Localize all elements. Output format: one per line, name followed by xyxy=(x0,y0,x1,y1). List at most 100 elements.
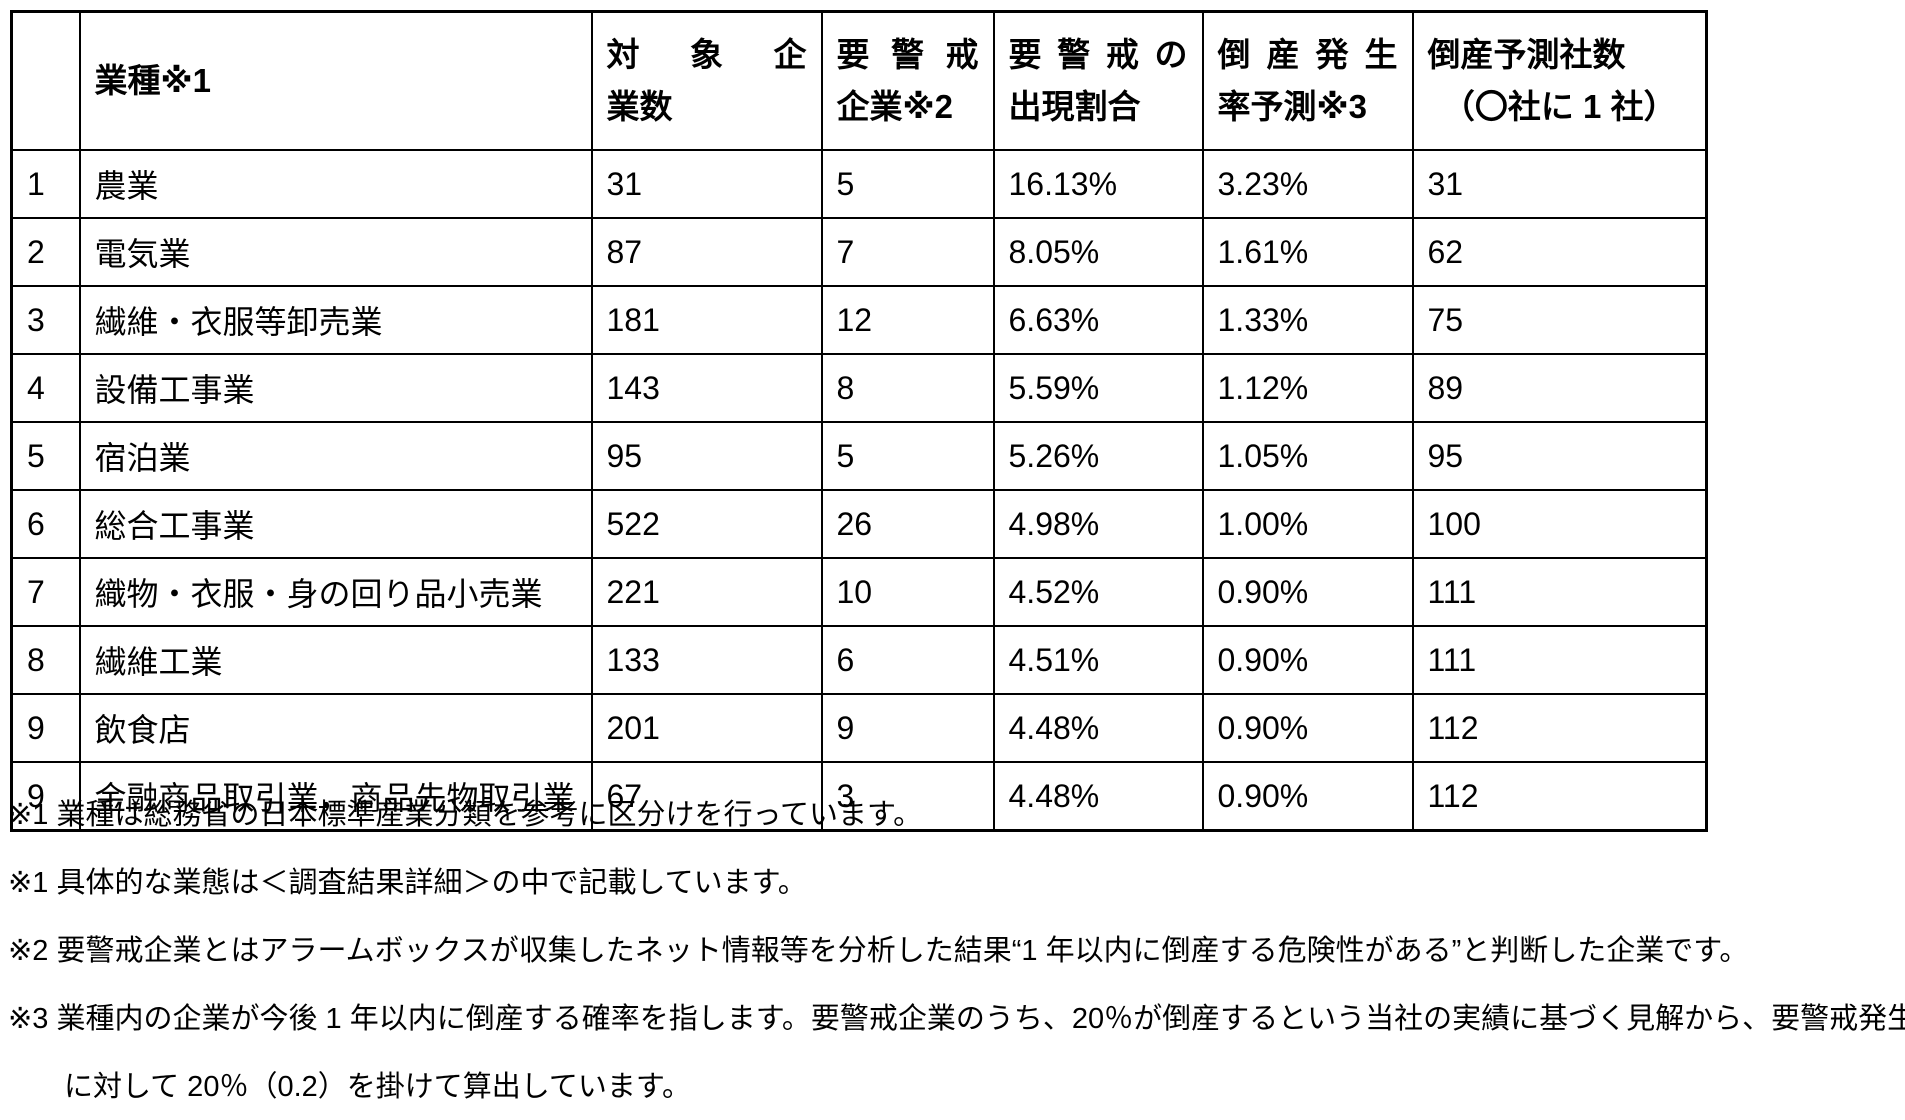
table-row: 6 総合工事業 522 26 4.98% 1.00% 100 xyxy=(10,489,1708,559)
table-row: 8 繊維工業 133 6 4.51% 0.90% 111 xyxy=(10,625,1708,695)
rank-cell: 2 xyxy=(10,217,81,287)
target-count-cell: 133 xyxy=(590,625,823,695)
target-header-line1: 対象企 xyxy=(606,36,807,73)
table-row: 7 織物・衣服・身の回り品小売業 221 10 4.52% 0.90% 111 xyxy=(10,557,1708,627)
target-count-cell: 31 xyxy=(590,149,823,219)
caution-count-cell: 6 xyxy=(820,625,995,695)
target-count-cell: 221 xyxy=(590,557,823,627)
predicted-count-cell: 111 xyxy=(1411,557,1708,627)
predicted-count-header-cell: 倒産予測社数 （〇社に 1 社） xyxy=(1411,10,1708,151)
rank-cell: 6 xyxy=(10,489,81,559)
target-companies-header-cell: 対象企 業数 xyxy=(590,10,823,151)
bankruptcy-rate-cell: 3.23% xyxy=(1201,149,1414,219)
bankruptcy-rate-cell: 0.90% xyxy=(1201,693,1414,763)
predicted-count-cell: 89 xyxy=(1411,353,1708,423)
rank-cell: 3 xyxy=(10,285,81,355)
rank-cell: 8 xyxy=(10,625,81,695)
caution-count-cell: 3 xyxy=(820,761,995,832)
caution-ratio-cell: 5.59% xyxy=(992,353,1204,423)
caution-ratio-cell: 4.48% xyxy=(992,761,1204,832)
industry-cell: 織物・衣服・身の回り品小売業 xyxy=(78,557,593,627)
caution-count-cell: 7 xyxy=(820,217,995,287)
table-row: 4 設備工事業 143 8 5.59% 1.12% 89 xyxy=(10,353,1708,423)
table-row: 5 宿泊業 95 5 5.26% 1.05% 95 xyxy=(10,421,1708,491)
table-row: 3 繊維・衣服等卸売業 181 12 6.63% 1.33% 75 xyxy=(10,285,1708,355)
header-row: 業種※1 対象企 業数 要警戒 企業※2 要警戒の 出現割合 倒産発生 率予測※… xyxy=(10,10,1708,151)
caution-ratio-cell: 8.05% xyxy=(992,217,1204,287)
target-count-cell: 95 xyxy=(590,421,823,491)
table-row: 1 農業 31 5 16.13% 3.23% 31 xyxy=(10,149,1708,219)
predicted-header-line1: 倒産予測社数 xyxy=(1427,36,1626,73)
caution-ratio-cell: 4.98% xyxy=(992,489,1204,559)
bankruptcy-rate-cell: 1.12% xyxy=(1201,353,1414,423)
target-count-cell: 67 xyxy=(590,761,823,832)
ratio-header-line2: 出現割合 xyxy=(1008,88,1141,125)
predicted-count-cell: 112 xyxy=(1411,693,1708,763)
bankruptcy-rate-cell: 1.05% xyxy=(1201,421,1414,491)
caution-count-cell: 5 xyxy=(820,149,995,219)
bankruptcy-rate-cell: 0.90% xyxy=(1201,625,1414,695)
predicted-count-cell: 75 xyxy=(1411,285,1708,355)
bankruptcy-rate-cell: 0.90% xyxy=(1201,557,1414,627)
target-count-cell: 522 xyxy=(590,489,823,559)
caution-count-cell: 26 xyxy=(820,489,995,559)
bankruptcy-rate-header-cell: 倒産発生 率予測※3 xyxy=(1201,10,1414,151)
bankruptcy-rate-cell: 1.00% xyxy=(1201,489,1414,559)
industry-cell: 設備工事業 xyxy=(78,353,593,423)
table-row: 9 飲食店 201 9 4.48% 0.90% 112 xyxy=(10,693,1708,763)
industry-cell: 繊維工業 xyxy=(78,625,593,695)
caution-ratio-header-cell: 要警戒の 出現割合 xyxy=(992,10,1204,151)
caution-ratio-cell: 6.63% xyxy=(992,285,1204,355)
industry-cell: 繊維・衣服等卸売業 xyxy=(78,285,593,355)
footnote-line: ※1 具体的な業態は＜調査結果詳細＞の中で記載しています。 xyxy=(8,867,807,899)
predicted-count-cell: 112 xyxy=(1411,761,1708,832)
rank-cell: 9 xyxy=(10,761,81,832)
industry-cell: 宿泊業 xyxy=(78,421,593,491)
caution-ratio-cell: 5.26% xyxy=(992,421,1204,491)
bankruptcy-rate-cell: 1.33% xyxy=(1201,285,1414,355)
target-header-line2: 業数 xyxy=(606,88,673,125)
predicted-count-cell: 111 xyxy=(1411,625,1708,695)
ratio-header-line1: 要警戒の xyxy=(1008,36,1188,73)
rank-cell: 4 xyxy=(10,353,81,423)
predicted-count-cell: 31 xyxy=(1411,149,1708,219)
bankruptcy-rate-cell: 0.90% xyxy=(1201,761,1414,832)
rank-cell: 7 xyxy=(10,557,81,627)
table-row: 9 金融商品取引業，商品先物取引業 67 3 4.48% 0.90% 112 xyxy=(10,761,1708,832)
target-count-cell: 181 xyxy=(590,285,823,355)
caution-header-line2: 企業※2 xyxy=(836,88,953,125)
rank-cell: 9 xyxy=(10,693,81,763)
predicted-count-cell: 95 xyxy=(1411,421,1708,491)
footnote-line: ※2 要警戒企業とはアラームボックスが収集したネット情報等を分析した結果“1 年… xyxy=(8,935,1749,967)
industry-cell: 飲食店 xyxy=(78,693,593,763)
caution-count-cell: 12 xyxy=(820,285,995,355)
bankruptcy-rate-cell: 1.61% xyxy=(1201,217,1414,287)
caution-companies-header-cell: 要警戒 企業※2 xyxy=(820,10,995,151)
caution-count-cell: 8 xyxy=(820,353,995,423)
caution-ratio-cell: 4.51% xyxy=(992,625,1204,695)
predicted-header-line2: （〇社に 1 社） xyxy=(1441,88,1677,125)
footnote-line: ※1 業種は総務省の日本標準産業分類を参考に区分けを行っています。 xyxy=(8,799,923,831)
industry-cell: 金融商品取引業，商品先物取引業 xyxy=(78,761,593,832)
rank-cell: 5 xyxy=(10,421,81,491)
industry-header-cell: 業種※1 xyxy=(78,10,593,151)
caution-ratio-cell: 16.13% xyxy=(992,149,1204,219)
rank-header-cell xyxy=(10,10,81,151)
table-row: 2 電気業 87 7 8.05% 1.61% 62 xyxy=(10,217,1708,287)
target-count-cell: 201 xyxy=(590,693,823,763)
caution-header-line1: 要警戒 xyxy=(836,36,979,73)
industry-header-label: 業種※1 xyxy=(94,62,211,99)
footnotes-section: ※1 業種は総務省の日本標準産業分類を参考に区分けを行っています。 ※1 具体的… xyxy=(8,798,1905,1120)
caution-count-cell: 9 xyxy=(820,693,995,763)
target-count-cell: 87 xyxy=(590,217,823,287)
caution-ratio-cell: 4.52% xyxy=(992,557,1204,627)
industry-cell: 電気業 xyxy=(78,217,593,287)
industry-cell: 総合工事業 xyxy=(78,489,593,559)
caution-count-cell: 10 xyxy=(820,557,995,627)
rate-header-line1: 倒産発生 xyxy=(1217,36,1398,73)
rate-header-line2: 率予測※3 xyxy=(1217,88,1367,125)
bankruptcy-prediction-table: 業種※1 対象企 業数 要警戒 企業※2 要警戒の 出現割合 倒産発生 率予測※… xyxy=(10,10,1708,832)
caution-count-cell: 5 xyxy=(820,421,995,491)
caution-ratio-cell: 4.48% xyxy=(992,693,1204,763)
